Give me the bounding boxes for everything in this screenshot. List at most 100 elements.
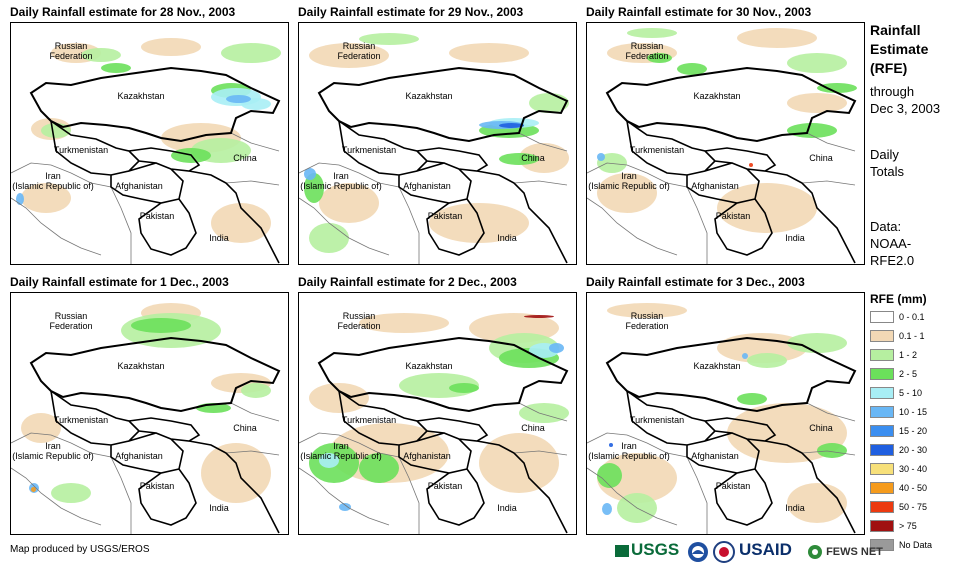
seal-logo — [713, 541, 735, 568]
neighbor-borders — [587, 432, 708, 534]
country-label-turkmenistan: Turkmenistan — [629, 145, 685, 155]
rain-patch — [309, 223, 349, 253]
rain-patch — [602, 503, 612, 515]
country-label-china: China — [521, 423, 545, 433]
country-label-india: India — [209, 503, 229, 513]
panel-title: Daily Rainfall estimate for 28 Nov., 200… — [10, 5, 236, 19]
country-label-russia: Russian Federation — [337, 41, 381, 61]
country-label-iran: Iran (Islamic Republic of) — [588, 441, 670, 461]
rain-patch — [519, 143, 569, 173]
panel-title: Daily Rainfall estimate for 1 Dec., 2003 — [10, 275, 229, 289]
sidebar-daily: Daily — [870, 147, 899, 162]
legend-label: 15 - 20 — [899, 426, 928, 436]
sidebar-date: Dec 3, 2003 — [870, 101, 941, 116]
central-asia-borders — [49, 389, 280, 534]
country-label-afghanistan: Afghanistan — [403, 451, 451, 461]
rain-patch — [742, 353, 748, 359]
country-label-india: India — [209, 233, 229, 243]
rain-patch — [16, 193, 24, 205]
legend-label: 1 - 2 — [899, 350, 918, 360]
neighbor-borders — [11, 162, 132, 264]
legend-swatch — [870, 539, 894, 551]
legend-label: 0.1 - 1 — [899, 331, 925, 341]
rain-patch — [747, 353, 787, 368]
country-label-turkmenistan: Turkmenistan — [53, 145, 109, 155]
country-label-pakistan: Pakistan — [427, 211, 463, 221]
sidebar-data: Data: — [870, 219, 902, 234]
country-label-turkmenistan: Turkmenistan — [629, 415, 685, 425]
panel-title: Daily Rainfall estimate for 3 Dec., 2003 — [586, 275, 805, 289]
legend-label: No Data — [899, 540, 933, 550]
legend-label: 40 - 50 — [899, 483, 928, 493]
rain-patch — [717, 183, 817, 233]
rain-patch — [787, 333, 847, 353]
kazakhstan-outline — [317, 66, 569, 143]
noaa-logo — [687, 541, 709, 568]
rain-patch — [627, 28, 677, 38]
country-label-russia: Russian Federation — [625, 311, 669, 331]
rain-patch — [31, 487, 36, 492]
rainfall-map: Russian Federation Kazakhstan Turkmenistan I… — [10, 292, 289, 535]
sidebar-noaa: NOAA- — [870, 236, 912, 251]
country-label-afghanistan: Afghanistan — [115, 451, 163, 461]
neighbor-borders-east — [801, 132, 856, 186]
country-label-india: India — [785, 233, 805, 243]
rain-patch — [647, 53, 672, 63]
kazakhstan-outline — [317, 336, 569, 413]
rain-patch — [319, 183, 379, 223]
rain-patch — [817, 443, 847, 458]
legend-label: 30 - 40 — [899, 464, 928, 474]
legend-swatch — [870, 330, 894, 342]
country-label-turkmenistan: Turkmenistan — [341, 145, 397, 155]
rain-patch — [304, 173, 324, 203]
legend-label: 2 - 5 — [899, 369, 918, 379]
neighbor-borders-east — [513, 402, 568, 456]
rain-patch — [429, 203, 529, 243]
rain-patch — [359, 33, 419, 45]
rain-patch — [319, 453, 339, 468]
rain-patch — [141, 38, 201, 56]
country-label-india: India — [785, 503, 805, 513]
rain-patch — [499, 123, 524, 128]
panel-title: Daily Rainfall estimate for 2 Dec., 2003 — [298, 275, 517, 289]
legend-label: 50 - 75 — [899, 502, 928, 512]
sidebar-rfe2: RFE2.0 — [870, 253, 915, 268]
rain-patch — [309, 383, 369, 413]
neighbor-borders-east — [225, 132, 280, 186]
sidebar-rfe: (RFE) — [870, 60, 908, 76]
legend-swatch — [870, 425, 894, 437]
rainfall-map: Russian Federation Kazakhstan Turkmenistan I… — [298, 292, 577, 535]
country-label-china: China — [233, 423, 257, 433]
country-label-kazakhstan: Kazakhstan — [117, 361, 165, 371]
rain-patch — [51, 483, 91, 503]
country-label-china: China — [809, 423, 833, 433]
legend-swatch — [870, 463, 894, 475]
country-label-pakistan: Pakistan — [139, 211, 175, 221]
rain-patch — [787, 93, 847, 113]
rain-patch — [211, 203, 271, 243]
legend-swatch — [870, 501, 894, 513]
central-asia-borders — [337, 389, 568, 534]
neighbor-borders — [587, 162, 708, 264]
usgs-logo: USGS — [615, 540, 679, 560]
rain-patch — [597, 173, 657, 213]
rain-patch — [359, 313, 449, 333]
rain-patch — [524, 315, 554, 318]
country-label-pakistan: Pakistan — [139, 481, 175, 491]
country-label-russia: Russian Federation — [337, 311, 381, 331]
rain-patch — [449, 383, 479, 393]
rain-patch — [479, 433, 559, 493]
country-label-kazakhstan: Kazakhstan — [117, 91, 165, 101]
legend-label: 20 - 30 — [899, 445, 928, 455]
country-label-kazakhstan: Kazakhstan — [693, 91, 741, 101]
rain-patch — [749, 163, 753, 167]
legend-label: 5 - 10 — [899, 388, 923, 398]
panel-title: Daily Rainfall estimate for 30 Nov., 200… — [586, 5, 812, 19]
rain-patch — [101, 63, 131, 73]
rain-patch — [309, 43, 389, 68]
legend-swatch — [870, 387, 894, 399]
country-label-china: China — [809, 153, 833, 163]
legend-title: RFE (mm) — [870, 292, 927, 306]
rainfall-map: Russian Federation Kazakhstan Turkmenistan I… — [298, 22, 577, 265]
rainfall-map: Russian Federation Kazakhstan Turkmenistan I… — [586, 292, 865, 535]
